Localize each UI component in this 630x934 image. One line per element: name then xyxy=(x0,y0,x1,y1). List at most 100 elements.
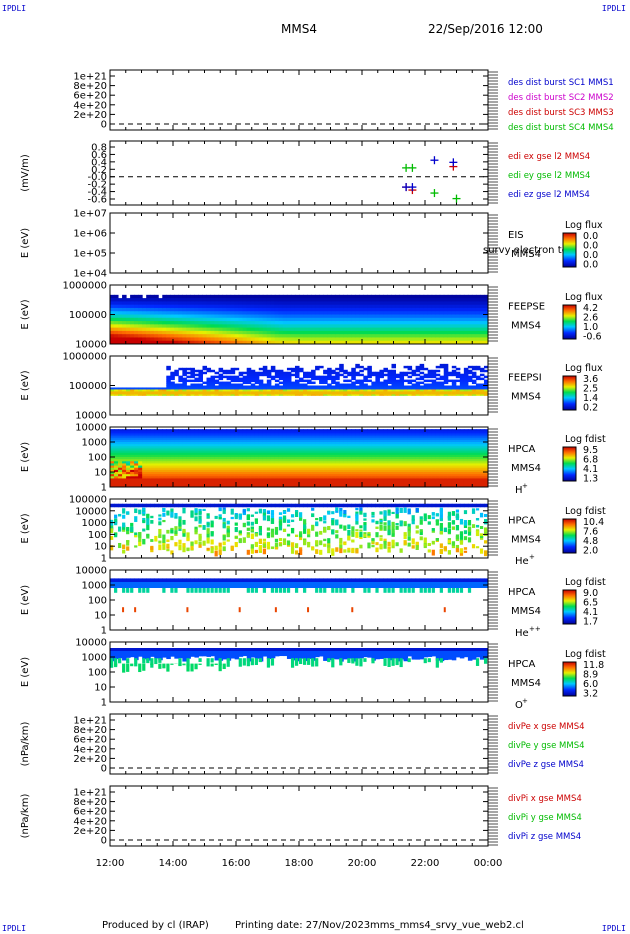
spectrogram-cell xyxy=(122,311,127,315)
spectrogram-cell xyxy=(242,311,248,315)
spectrogram-cell xyxy=(234,334,240,338)
spectrogram-cell xyxy=(483,365,488,369)
spectrogram-cell xyxy=(303,334,308,338)
spectrogram-cell xyxy=(214,381,220,385)
spectrogram-cell xyxy=(274,321,280,325)
spectrogram-cell xyxy=(343,478,348,482)
spectrogram-cell xyxy=(395,448,401,452)
spectrogram-cell xyxy=(130,469,135,473)
spectrogram-cell xyxy=(367,294,372,299)
spectrogram-cell xyxy=(194,391,199,395)
spectrogram-cell xyxy=(206,381,212,385)
spectrogram-cell xyxy=(435,317,441,322)
spectrogram-cell xyxy=(363,317,368,322)
spectrogram-cell xyxy=(443,385,449,388)
spectrogram-cell xyxy=(142,469,147,473)
spectrogram-cell xyxy=(303,327,308,332)
spectrogram-cell xyxy=(182,480,187,484)
spectrogram-cell xyxy=(467,321,473,325)
spectrogram-cell xyxy=(202,433,208,437)
spectrogram-cell xyxy=(174,476,179,479)
spectrogram-cell xyxy=(182,298,187,302)
spectrogram-cell xyxy=(415,383,421,386)
spectrogram-cell xyxy=(186,371,191,375)
spectrogram-cell xyxy=(234,482,240,486)
spectrogram-cell xyxy=(367,478,372,482)
spectrogram-cell xyxy=(254,391,260,395)
spectrogram-cell xyxy=(355,472,360,475)
spectrogram-cell xyxy=(138,330,143,335)
spectrogram-cell xyxy=(278,457,284,460)
spectrogram-cell xyxy=(387,340,392,344)
spectrogram-cell xyxy=(206,314,212,319)
spectrogram-cell xyxy=(391,314,397,319)
spectrogram-cell xyxy=(387,484,392,487)
spectrogram-cell xyxy=(162,439,167,443)
spectrogram-cell xyxy=(274,294,280,299)
data-point xyxy=(408,163,417,172)
spectrogram-cell xyxy=(483,294,488,299)
spectrogram-cell xyxy=(254,317,260,322)
spectrogram-cell xyxy=(339,482,344,486)
spectrogram-cell xyxy=(331,375,336,379)
spectrogram-cell xyxy=(290,324,296,329)
spectrogram-cell xyxy=(391,437,397,441)
spectrogram-cell xyxy=(375,379,380,383)
spectrogram-cell xyxy=(254,387,260,390)
spectrogram-cell xyxy=(403,444,409,447)
spectrogram-cell xyxy=(339,330,344,335)
spectrogram-cell xyxy=(262,307,268,312)
spectrogram-cell xyxy=(367,482,372,486)
spectrogram-cell xyxy=(371,454,376,458)
spectrogram-cell xyxy=(403,294,409,299)
spectrogram-cell xyxy=(383,391,388,395)
spectrogram-cell xyxy=(134,334,139,338)
spectrogram-cell xyxy=(415,324,421,329)
spectrogram-cell xyxy=(238,469,244,473)
spectrogram-cell xyxy=(459,391,465,395)
spectrogram-cell xyxy=(290,301,296,306)
spectrogram-cell xyxy=(387,294,392,299)
spectrogram-cell xyxy=(286,321,292,325)
spectrogram-cell xyxy=(335,478,340,482)
spectrogram-cell xyxy=(311,437,316,441)
spectrogram-cell xyxy=(258,383,264,386)
spectrogram-cell xyxy=(230,337,236,342)
spectrogram-cell xyxy=(399,330,405,335)
spectrogram-cell xyxy=(294,367,300,371)
spectrogram-cell xyxy=(246,324,252,329)
spectrogram-cell xyxy=(327,340,332,344)
spectrogram-cell xyxy=(363,463,368,467)
y-tick-label: 10000 xyxy=(75,340,107,351)
spectrogram-cell xyxy=(230,294,236,299)
spectrogram-cell xyxy=(294,385,300,388)
spectrogram-cell xyxy=(311,461,316,464)
spectrogram-cell xyxy=(202,301,208,306)
spectrogram-cell xyxy=(266,387,272,390)
spectrogram-cell xyxy=(359,393,364,396)
spectrogram-cell xyxy=(242,435,248,439)
spectrogram-cell xyxy=(278,448,284,452)
spectrogram-cell xyxy=(311,442,316,445)
spectrogram-cell xyxy=(286,463,292,467)
spectrogram-cell xyxy=(459,327,465,332)
spectrogram-cell xyxy=(186,379,191,383)
spectrogram-cell xyxy=(299,369,304,373)
spectrogram-cell xyxy=(407,389,413,392)
spectrogram-cell xyxy=(315,469,320,473)
spectrogram-cell xyxy=(282,324,288,329)
colorbar-tick-label: 3.6 xyxy=(583,374,598,385)
spectrogram-cell xyxy=(351,317,356,322)
spectrogram-cell xyxy=(178,383,183,386)
spectrogram-cell xyxy=(299,433,304,437)
spectrogram-cell xyxy=(323,393,328,396)
spectrogram-cell xyxy=(435,324,441,329)
spectrogram-cell xyxy=(327,393,332,396)
spectrogram-cell xyxy=(150,469,155,473)
spectrogram-cell xyxy=(351,439,356,443)
spectrogram-cell xyxy=(242,387,248,390)
spectrogram-cell xyxy=(238,439,244,443)
spectrogram-cell xyxy=(339,463,344,467)
spectrogram-cell xyxy=(407,321,413,325)
spectrogram-cell xyxy=(407,317,413,322)
